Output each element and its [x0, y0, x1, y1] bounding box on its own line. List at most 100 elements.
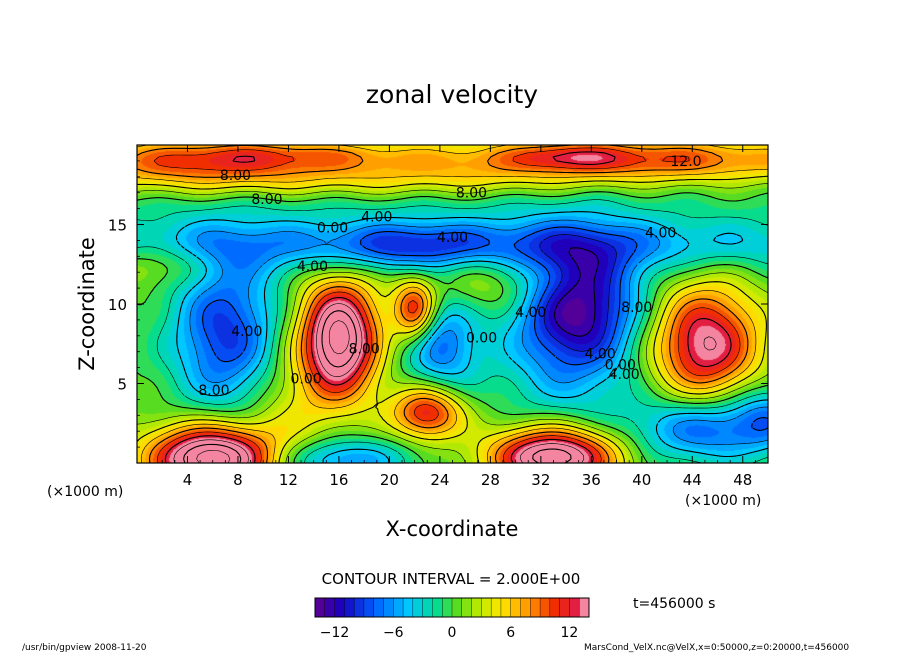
contour-line	[164, 151, 732, 463]
colorbar-cell	[363, 597, 375, 618]
colorbar-cell	[500, 597, 512, 618]
y-tick-label: 5	[117, 376, 127, 394]
contour-label: 4.00	[361, 210, 392, 226]
x-unit-right: (×1000 m)	[685, 493, 761, 509]
contour-label: 0.00	[466, 330, 497, 346]
colorbar-cell	[539, 597, 551, 618]
contour-line	[196, 320, 350, 463]
contour-line	[137, 191, 768, 463]
colorbar-cell	[412, 597, 424, 618]
x-tick-label: 4	[183, 471, 193, 489]
contour-line	[554, 247, 599, 337]
contour-label: 4.00	[515, 305, 546, 321]
contour-lines	[137, 145, 768, 463]
contour-label: 4.00	[437, 230, 468, 246]
colorbar-cell	[520, 597, 531, 618]
contour-line	[137, 183, 768, 463]
colorbar-cell	[442, 597, 453, 618]
colorbar-tick-label: 0	[448, 625, 457, 641]
footer-right: MarsCond_VelX.nc@VelX,x=0:50000,z=0:2000…	[584, 643, 849, 653]
contour-label: 4.00	[645, 225, 676, 241]
colorbar-cells	[314, 597, 590, 618]
colorbar-cell	[569, 597, 580, 618]
colorbar-cell	[432, 597, 443, 618]
x-tick-label: 48	[733, 471, 752, 489]
contour-line	[183, 310, 572, 463]
plot-area: 12.08.008.00 8.004.000.004.00 4.004.004.00…	[136, 144, 769, 464]
x-axis-label: X-coordinate	[386, 517, 519, 541]
colorbar-cell	[471, 597, 482, 618]
colorbar: −12 −6 0 6 12	[314, 597, 590, 641]
x-tick-label: 16	[329, 471, 348, 489]
contour-label: 8.00	[198, 383, 229, 399]
colorbar-frame	[314, 597, 590, 618]
colorbar-cell	[393, 597, 404, 618]
contour-line	[539, 234, 617, 352]
x-tick-label: 24	[430, 471, 449, 489]
time-label: t=456000 s	[633, 596, 715, 612]
contour-line	[137, 199, 768, 463]
colorbar-tick-label: −12	[320, 625, 350, 641]
colorbar-tick-label: 12	[561, 625, 579, 641]
x-tick-label: 36	[582, 471, 601, 489]
x-tick-label: 28	[481, 471, 500, 489]
contour-label: 8.00	[349, 342, 380, 358]
colorbar-cell	[490, 597, 502, 618]
footer-left: /usr/bin/gpview 2008-11-20	[22, 643, 147, 653]
colorbar-tick-label: 6	[506, 625, 515, 641]
contour-label: 8.00	[456, 186, 487, 202]
contour-line	[189, 219, 768, 445]
colorbar-cell	[353, 597, 365, 618]
colorbar-cell	[314, 597, 326, 618]
colorbar-cell	[559, 597, 570, 618]
x-tick-label: 44	[683, 471, 702, 489]
contour-labels: 12.08.008.00 8.004.000.004.00 4.004.004.00…	[198, 154, 701, 399]
colorbar-tick-label: −6	[383, 625, 404, 641]
x-tick-label: 40	[632, 471, 651, 489]
contour-label: 4.00	[297, 259, 328, 275]
contour-label: 4.00	[231, 324, 262, 340]
contour-line	[153, 147, 741, 463]
y-axis-ticks: 5 10 15	[108, 160, 768, 448]
colorbar-cell	[461, 597, 473, 618]
contour-line	[202, 226, 768, 431]
x-tick-label: 20	[380, 471, 399, 489]
colorbar-cell	[481, 597, 492, 618]
colorbar-cell	[334, 597, 345, 618]
colorbar-cell	[383, 597, 394, 618]
contour-label: 4.00	[609, 367, 640, 383]
x-tick-label: 12	[279, 471, 298, 489]
x-tick-label: 8	[233, 471, 243, 489]
contour-line	[175, 211, 768, 463]
colorbar-cell	[373, 597, 385, 618]
contour-label: 12.0	[670, 154, 701, 170]
colorbar-cell	[344, 597, 355, 618]
colorbar-cell	[422, 597, 433, 618]
contour-line	[137, 145, 768, 463]
contour-label: 0.00	[291, 372, 322, 388]
chart-title: zonal velocity	[366, 80, 538, 109]
contour-line	[173, 303, 717, 463]
colorbar-cell	[530, 597, 541, 618]
y-tick-label: 15	[108, 217, 127, 235]
contour-label: 8.00	[251, 192, 282, 208]
colorbar-cell	[579, 597, 590, 618]
contour-label: 8.00	[220, 168, 251, 184]
colorbar-cell	[549, 597, 561, 618]
contour-label: 8.00	[621, 300, 652, 316]
colorbar-cell	[324, 597, 336, 618]
contour-label: 0.00	[317, 221, 348, 237]
x-axis-ticks: 4 8 12 16 20 24 28 32 36 40 44 48	[149, 145, 756, 489]
y-axis-label: Z-coordinate	[75, 237, 99, 371]
colorbar-ticks: −12 −6 0 6 12	[320, 625, 579, 641]
colorbar-cell	[510, 597, 522, 618]
contour-interval: CONTOUR INTERVAL = 2.000E+00	[322, 570, 581, 588]
contour-label: 0.00	[605, 357, 636, 373]
contour-label: 4.00	[585, 346, 616, 362]
x-unit-left: (×1000 m)	[47, 484, 123, 500]
y-tick-label: 10	[108, 296, 127, 314]
colorbar-cell	[402, 597, 414, 618]
colorbar-cell	[451, 597, 463, 618]
x-tick-label: 32	[531, 471, 550, 489]
